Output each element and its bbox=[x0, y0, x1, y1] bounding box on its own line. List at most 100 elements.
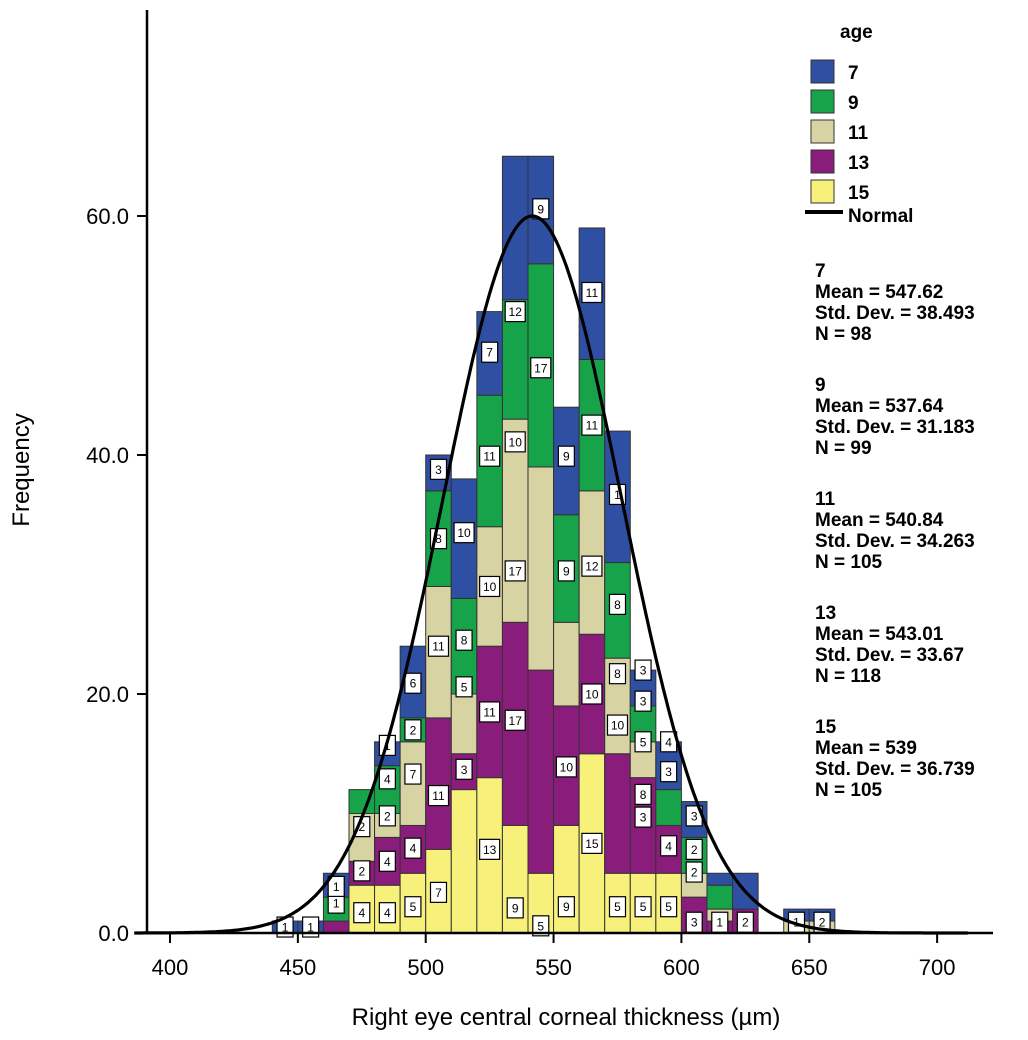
segment-count-label: 4 bbox=[404, 837, 422, 859]
segment-count-box bbox=[581, 414, 603, 436]
segment-count-label: 4 bbox=[378, 768, 396, 790]
segment-count-label: 4 bbox=[378, 850, 396, 872]
segment-count-text: 8 bbox=[640, 788, 647, 802]
segment-count-label: 17 bbox=[530, 357, 552, 379]
segment-count-box bbox=[479, 838, 501, 860]
segment-count-label: 7 bbox=[404, 763, 422, 785]
segment-count-box bbox=[404, 763, 422, 785]
segment-count-label: 3 bbox=[455, 758, 473, 780]
segment-count-label: 9 bbox=[557, 896, 575, 918]
segment-count-label: 8 bbox=[634, 783, 652, 805]
legend-label-age-11: 11 bbox=[848, 123, 869, 144]
segment-count-box bbox=[634, 659, 652, 681]
segment-count-box bbox=[506, 897, 524, 919]
segment-count-text: 9 bbox=[563, 564, 570, 578]
segment-count-label: 2 bbox=[736, 911, 754, 933]
segment-count-text: 3 bbox=[640, 695, 647, 709]
segment-count-text: 4 bbox=[384, 772, 391, 786]
legend-swatch-age-13 bbox=[810, 149, 835, 174]
segment-count-text: 2 bbox=[819, 916, 826, 930]
segment-count-text: 1 bbox=[333, 880, 340, 894]
segment-count-text: 3 bbox=[691, 916, 698, 930]
segment-count-text: 3 bbox=[461, 763, 468, 777]
segment-count-label: 10 bbox=[581, 683, 603, 705]
segment-count-label: 5 bbox=[634, 731, 652, 753]
stats-group-label: 7 bbox=[815, 261, 826, 282]
segment-count-box bbox=[353, 902, 371, 924]
segment-count-box bbox=[378, 768, 396, 790]
segment-count-label: 3 bbox=[429, 458, 448, 480]
segment-count-label: 11 bbox=[581, 414, 603, 436]
segment-count-label: 3 bbox=[634, 806, 652, 828]
legend-swatch-age-11 bbox=[810, 119, 835, 144]
segment-count-label: 10 bbox=[479, 575, 501, 598]
segment-count-box bbox=[634, 690, 652, 712]
segment-count-label: 7 bbox=[429, 881, 448, 903]
segment-count-text: 11 bbox=[586, 419, 599, 433]
bar-segment-age-15 bbox=[450, 789, 478, 934]
segment-count-label: 5 bbox=[532, 915, 550, 937]
segment-count-text: 10 bbox=[560, 760, 574, 774]
segment-count-text: 7 bbox=[435, 886, 442, 900]
segment-count-box bbox=[404, 672, 422, 694]
segment-count-box bbox=[404, 719, 422, 741]
segment-count-label: 2 bbox=[404, 719, 422, 741]
legend-swatch-age-15 bbox=[810, 179, 835, 204]
legend-label-age-7: 7 bbox=[848, 63, 859, 84]
x-tick-label: 400 bbox=[152, 955, 189, 980]
segment-count-box bbox=[429, 458, 448, 480]
segment-count-box bbox=[378, 805, 396, 827]
segment-count-label: 5 bbox=[660, 896, 678, 918]
segment-count-label: 1 bbox=[327, 875, 345, 897]
bar-segment-age-11 bbox=[450, 693, 478, 755]
segment-count-box bbox=[504, 431, 526, 453]
segment-count-text: 13 bbox=[483, 843, 497, 857]
segment-count-label: 3 bbox=[634, 690, 652, 712]
segment-count-label: 5 bbox=[634, 896, 652, 918]
segment-count-label: 8 bbox=[455, 629, 473, 651]
segment-count-label: 15 bbox=[581, 832, 603, 854]
segment-count-box bbox=[453, 522, 475, 544]
bar-segment-age-13 bbox=[425, 717, 452, 850]
segment-count-label: 9 bbox=[557, 560, 575, 582]
stats-line: Mean = 537.64 bbox=[815, 396, 944, 417]
segment-count-text: 5 bbox=[640, 900, 647, 914]
segment-count-box bbox=[378, 850, 396, 872]
segment-count-box bbox=[427, 635, 450, 657]
segment-count-text: 3 bbox=[640, 664, 647, 678]
bar-segment-age-13 bbox=[604, 753, 631, 874]
segment-count-label: 11 bbox=[479, 445, 501, 467]
segment-count-box bbox=[608, 663, 627, 685]
segment-count-text: 1 bbox=[716, 916, 723, 930]
stats-line: Mean = 540.84 bbox=[815, 510, 944, 531]
segment-count-box bbox=[530, 357, 552, 379]
stats-line: N = 105 bbox=[815, 780, 883, 801]
segment-count-text: 2 bbox=[691, 866, 698, 880]
legend-label-normal: Normal bbox=[848, 206, 913, 227]
segment-count-text: 2 bbox=[384, 809, 391, 823]
segment-count-box bbox=[504, 560, 526, 582]
stats-line: Mean = 539 bbox=[815, 738, 917, 759]
segment-count-box bbox=[660, 835, 678, 857]
segment-count-box bbox=[404, 837, 422, 859]
segment-count-text: 5 bbox=[537, 919, 544, 933]
segment-count-text: 12 bbox=[585, 560, 599, 574]
segment-count-box bbox=[634, 731, 652, 753]
segment-count-box bbox=[581, 281, 603, 304]
segment-count-label: 13 bbox=[479, 838, 501, 860]
segment-count-text: 11 bbox=[483, 705, 496, 719]
segment-count-text: 5 bbox=[614, 900, 621, 914]
segment-count-label: 4 bbox=[353, 902, 371, 924]
x-axis-title: Right eye central corneal thickness (µm) bbox=[352, 1004, 781, 1031]
segment-count-text: 17 bbox=[509, 564, 523, 578]
y-ticks: 0.0 20.0 40.0 60.0 bbox=[86, 204, 147, 946]
segment-count-label: 5 bbox=[404, 896, 422, 918]
segment-count-label: 17 bbox=[504, 709, 526, 731]
segment-count-box bbox=[532, 915, 550, 937]
segment-count-box bbox=[455, 758, 473, 780]
segment-count-box bbox=[481, 341, 499, 363]
segment-count-box bbox=[327, 875, 345, 897]
segment-count-text: 5 bbox=[665, 900, 672, 914]
segment-count-text: 8 bbox=[461, 634, 468, 648]
